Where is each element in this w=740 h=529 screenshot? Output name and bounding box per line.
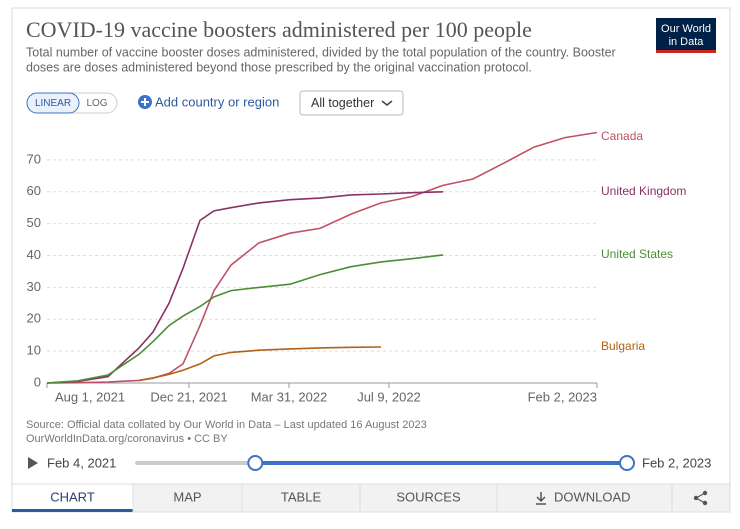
x-tick-label: Aug 1, 2021	[55, 389, 125, 404]
chevron	[381, 100, 393, 106]
x-tick-label: Jul 9, 2022	[357, 389, 421, 404]
share-line	[695, 492, 706, 504]
timeline-range	[255, 461, 628, 465]
download-icon	[536, 492, 546, 505]
y-tick-label: 30	[27, 279, 41, 294]
tab-label: SOURCES	[396, 489, 461, 504]
series-label[interactable]: United Kingdom	[601, 184, 686, 198]
facet-label: All together	[311, 96, 374, 110]
x-tick-label: Mar 31, 2022	[251, 389, 328, 404]
tab-label: MAP	[173, 489, 201, 504]
y-tick-label: 60	[27, 183, 41, 198]
subtitle: doses are doses administered beyond thos…	[26, 60, 532, 74]
series-label[interactable]: United States	[601, 247, 673, 261]
series-line	[46, 254, 444, 384]
source: OurWorldInData.org/coronavirus • CC BY	[26, 433, 228, 445]
tab[interactable]	[132, 483, 243, 513]
timeline-start: Feb 4, 2021	[47, 455, 116, 470]
linear-button[interactable]	[26, 92, 80, 114]
tab-label: CHART	[50, 489, 95, 504]
subtitle: Total number of vaccine booster doses ad…	[26, 45, 616, 59]
y-tick-label: 10	[27, 343, 41, 358]
y-tick-label: 40	[27, 247, 41, 262]
timeline-handle[interactable]	[619, 455, 635, 471]
series-line	[46, 191, 444, 384]
play-button[interactable]	[28, 457, 38, 469]
timeline-handle[interactable]	[247, 455, 264, 471]
series-label[interactable]: Canada	[601, 129, 643, 143]
share-tab[interactable]	[671, 483, 731, 513]
x-tick-label: Dec 21, 2021	[150, 389, 227, 404]
log-button[interactable]: LOG	[86, 98, 107, 109]
linear-label: LINEAR	[35, 98, 71, 109]
logo-bar	[656, 50, 716, 53]
y-tick-label: 20	[27, 311, 41, 326]
logo-text: Our World	[661, 23, 711, 35]
series-line	[138, 346, 382, 382]
tab-label: TABLE	[281, 489, 322, 504]
y-tick-label: 0	[34, 374, 41, 389]
x-tick-label: Feb 2, 2023	[528, 389, 597, 404]
source: Source: Official data collated by Our Wo…	[26, 419, 427, 431]
tab-underline	[12, 509, 133, 512]
facet-select[interactable]	[299, 90, 404, 116]
timeline-end: Feb 2, 2023	[642, 455, 711, 470]
tab[interactable]	[359, 483, 498, 513]
add-country[interactable]: Add country or region	[155, 94, 279, 109]
y-tick-label: 70	[27, 151, 41, 166]
series-label[interactable]: Bulgaria	[601, 339, 645, 353]
y-tick-label: 50	[27, 215, 41, 230]
plus	[141, 98, 149, 106]
tab[interactable]	[11, 483, 134, 513]
tab[interactable]	[496, 483, 673, 513]
logo[interactable]	[656, 18, 716, 52]
tab-label: DOWNLOAD	[554, 489, 631, 504]
chart-title: COVID-19 vaccine boosters administered p…	[26, 17, 532, 42]
logo-text: in Data	[669, 36, 705, 48]
